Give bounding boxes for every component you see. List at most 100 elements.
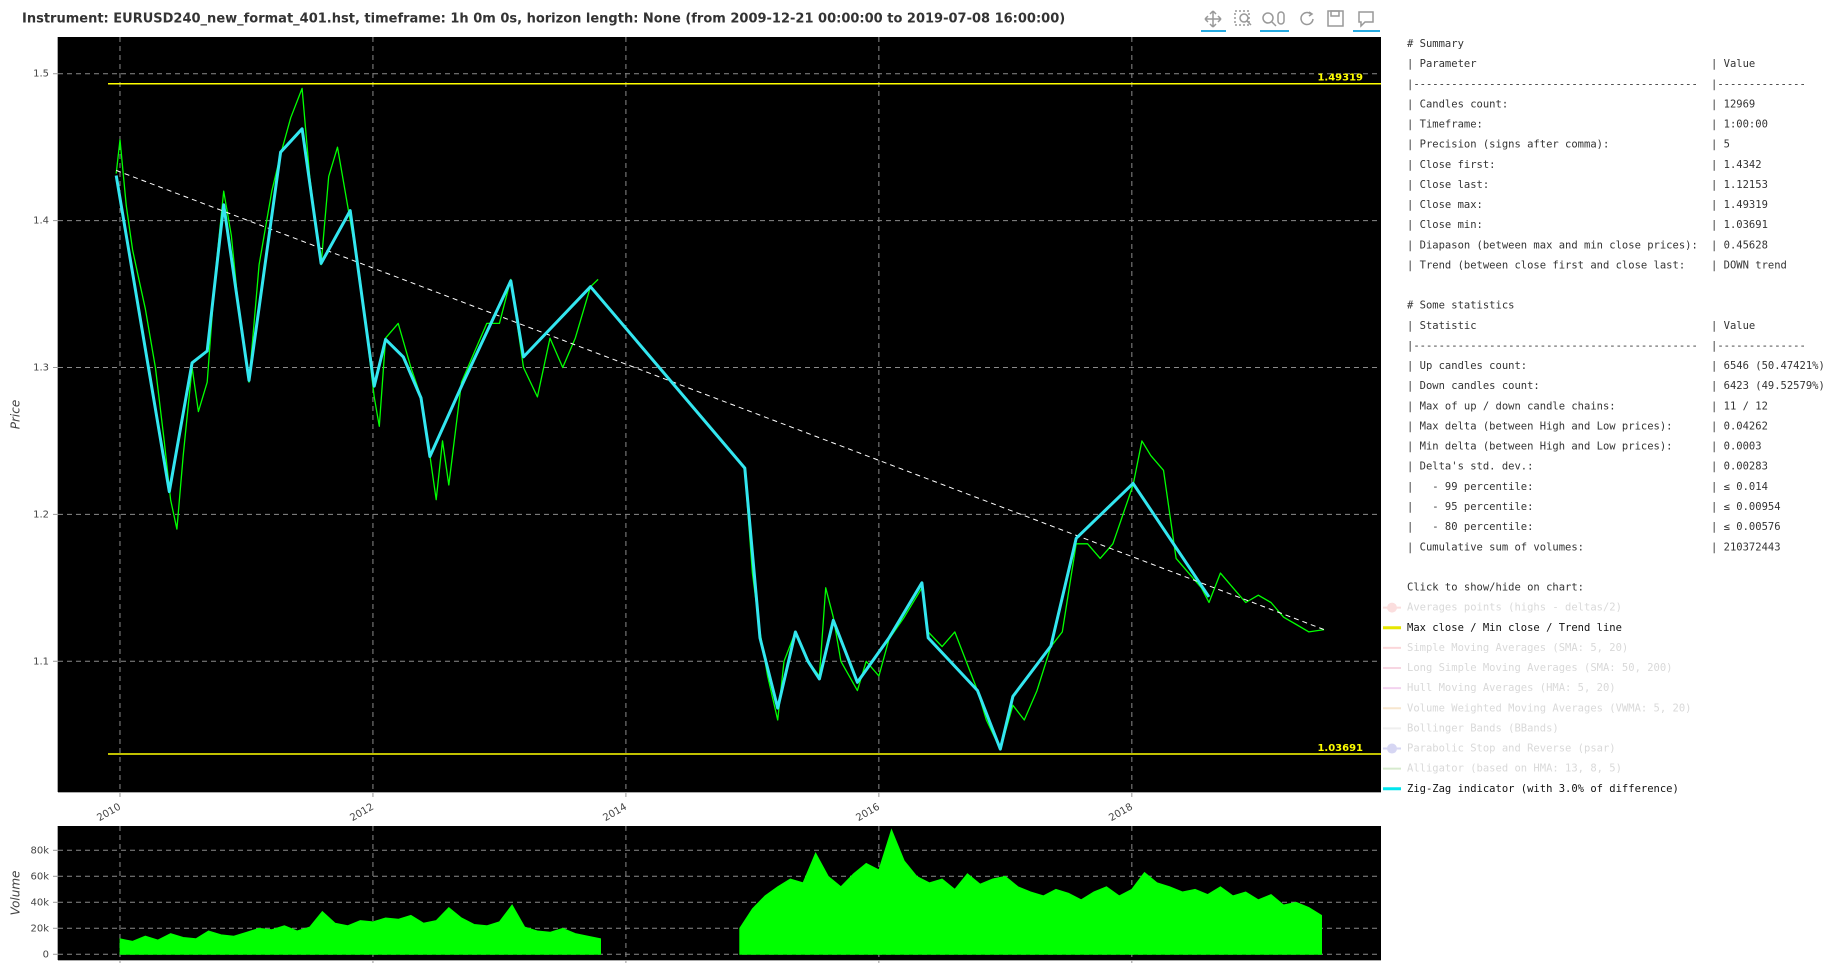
table-cell: | 210372443 [1711,541,1781,553]
legend-item[interactable]: Alligator (based on HMA: 13, 8, 5) [1383,763,1622,775]
table-cell: | 0.04262 [1711,420,1768,432]
table-cell: | DOWN trend [1711,259,1787,271]
table-cell: | 0.0003 [1711,441,1762,453]
x-tick-label: 2010 [95,802,123,824]
table-cell: | Max delta (between High and Low prices… [1407,420,1673,432]
legend-title: Click to show/hide on chart: [1407,582,1584,594]
table-cell: | Min delta (between High and Low prices… [1407,441,1673,453]
legend-swatch [1387,602,1397,613]
table-cell: | Close last: [1407,179,1489,191]
table-cell: | 1.4342 [1711,159,1762,171]
table-cell: | Max of up / down candle chains: [1407,400,1616,412]
y-axis-label: Price [9,400,23,429]
box-zoom-tool[interactable] [1234,10,1252,26]
table-cell: | Down candles count: [1407,380,1540,392]
price-line [115,87,1325,751]
table-cell: | Diapason (between max and min close pr… [1407,239,1698,251]
legend-item[interactable]: Parabolic Stop and Reverse (psar) [1383,743,1616,755]
legend-item[interactable]: Simple Moving Averages (SMA: 5, 20) [1383,642,1628,654]
table-cell: | 1.12153 [1711,179,1768,191]
save-tool[interactable] [1327,10,1344,27]
x-tick-label: 2014 [601,802,629,824]
y-tick-label: 40k [30,897,49,908]
table-header: | Statistic [1407,320,1477,332]
legend-label: Zig-Zag indicator (with 3.0% of differen… [1407,783,1679,795]
y-tick-label: 1.4 [33,216,49,227]
y-axis-label: Volume [9,871,23,916]
y-tick-label: 1.5 [33,69,49,80]
legend-item[interactable]: Max close / Min close / Trend line [1383,622,1622,634]
y-tick-label: 80k [30,845,49,856]
plot-background [58,37,1381,792]
table-separator: |---------------------------------------… [1407,340,1698,352]
legend-label: Averages points (highs - deltas/2) [1407,602,1622,614]
x-tick-label: 2016 [854,802,882,824]
table-cell: | Precision (signs after comma): [1407,139,1609,151]
x-tick-label: 2012 [348,802,376,824]
table-cell: | 0.45628 [1711,239,1768,251]
table-cell: | - 95 percentile: [1407,501,1533,513]
table-cell: | ≤ 0.00954 [1711,501,1781,513]
panel-heading: # Some statistics [1407,300,1514,312]
legend-item[interactable]: Volume Weighted Moving Averages (VWMA: 5… [1383,702,1691,714]
table-cell: | 1:00:00 [1711,119,1768,131]
pan-tool[interactable] [1201,10,1226,32]
hover-tool[interactable] [1353,11,1380,32]
table-cell: | 5 [1711,139,1730,151]
table-separator: |-------------- [1711,78,1806,90]
table-separator: |---------------------------------------… [1407,78,1698,90]
legend-label: Parabolic Stop and Reverse (psar) [1407,743,1616,755]
table-cell: | Close first: [1407,159,1496,171]
table-cell: | Up candles count: [1407,360,1527,372]
legend-swatch [1387,743,1397,754]
table-cell: | Trend (between close first and close l… [1407,259,1685,271]
legend-label: Volume Weighted Moving Averages (VWMA: 5… [1407,702,1691,714]
y-tick-label: 1.2 [33,509,49,520]
legend-label: Bollinger Bands (BBands) [1407,722,1559,734]
table-separator: |-------------- [1711,340,1806,352]
y-tick-label: 20k [30,923,49,934]
x-tick-label: 2018 [1107,802,1135,824]
legend-item[interactable]: Zig-Zag indicator (with 3.0% of differen… [1383,783,1679,795]
table-cell: | Delta's std. dev.: [1407,461,1533,473]
level-label: 1.03691 [1317,743,1363,754]
legend-item[interactable]: Long Simple Moving Averages (SMA: 50, 20… [1383,662,1673,674]
toolbar [1201,10,1380,32]
volume-area [119,828,1322,955]
table-cell: | Timeframe: [1407,119,1483,131]
panel-heading: # Summary [1407,38,1464,50]
legend-label: Hull Moving Averages (HMA: 5, 20) [1407,682,1616,694]
table-cell: | Close max: [1407,199,1483,211]
table-cell: | Candles count: [1407,98,1508,110]
table-cell: | 12969 [1711,98,1755,110]
table-cell: | - 99 percentile: [1407,481,1533,493]
legend-label: Alligator (based on HMA: 13, 8, 5) [1407,763,1622,775]
y-tick-label: 60k [30,871,49,882]
y-tick-label: 1.3 [33,362,49,373]
table-cell: | ≤ 0.014 [1711,481,1768,493]
table-cell: | 6423 (49.52579%) [1711,380,1825,392]
table-cell: | Cumulative sum of volumes: [1407,541,1584,553]
legend-item[interactable]: Bollinger Bands (BBands) [1383,722,1559,734]
legend-label: Simple Moving Averages (SMA: 5, 20) [1407,642,1628,654]
table-header: | Value [1711,320,1755,332]
table-cell: | 0.00283 [1711,461,1768,473]
table-cell: | 1.03691 [1711,219,1768,231]
legend-item[interactable]: Averages points (highs - deltas/2) [1383,602,1622,614]
table-header: | Value [1711,58,1755,70]
legend-label: Long Simple Moving Averages (SMA: 50, 20… [1407,662,1673,674]
table-header: | Parameter [1407,58,1477,70]
table-cell: | 11 / 12 [1711,400,1768,412]
table-cell: | 6546 (50.47421%) [1711,360,1825,372]
reset-tool[interactable] [1300,11,1314,26]
table-cell: | - 80 percentile: [1407,521,1533,533]
legend-label: Max close / Min close / Trend line [1407,622,1622,634]
level-label: 1.49319 [1317,73,1363,84]
price-line [114,127,1211,751]
table-cell: | 1.49319 [1711,199,1768,211]
y-tick-label: 1.1 [33,656,49,667]
table-cell: | Close min: [1407,219,1483,231]
wheel-zoom-tool[interactable] [1260,11,1289,32]
legend-item[interactable]: Hull Moving Averages (HMA: 5, 20) [1383,682,1616,694]
